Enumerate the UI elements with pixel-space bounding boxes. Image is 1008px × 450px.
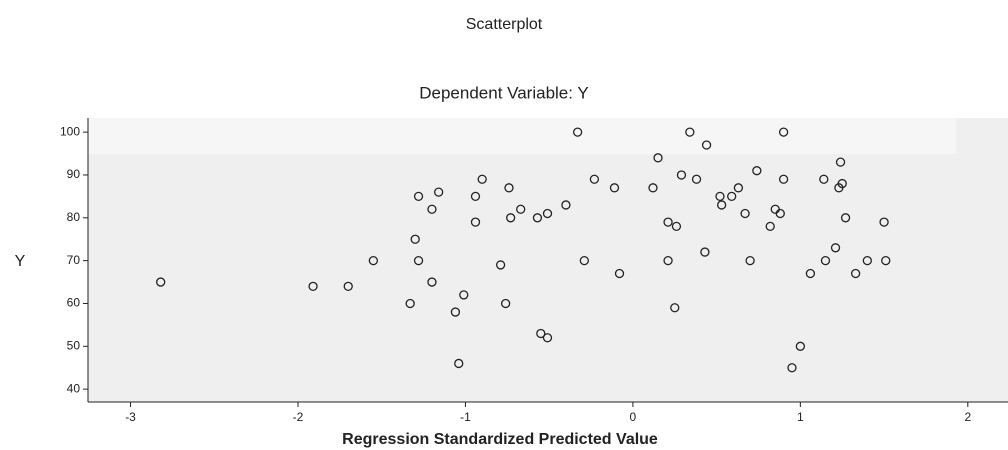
point [427,204,437,214]
point [676,170,687,180]
point [470,191,481,202]
point [156,277,166,287]
plot-area [88,118,1008,402]
point [727,191,737,202]
x-axis-label: Regression Standardized Predicted Value [342,431,658,448]
point [717,200,727,210]
point [879,217,889,227]
point [454,358,464,369]
point [653,153,663,163]
point [450,307,461,317]
point [477,174,487,184]
point [778,127,789,137]
point [609,183,620,193]
y-axis-label: Y [15,253,26,270]
point [663,255,673,266]
y-tick-label: 100 [60,124,80,138]
point [405,298,415,309]
point [701,140,712,150]
point [500,298,511,309]
point [775,208,785,219]
chart-title: Scatterplot [466,16,543,33]
point [819,174,829,184]
point [740,208,750,219]
point [671,221,682,232]
point [691,174,702,184]
point [561,200,571,210]
x-tick-label: 0 [630,410,637,424]
point [542,333,553,343]
y-tick-label: 70 [67,253,81,267]
point [542,208,553,219]
y-tick-label: 90 [67,167,81,181]
point [308,281,318,291]
point [715,191,725,202]
point [434,187,444,197]
point [648,183,658,193]
point [470,217,481,227]
point [504,183,514,193]
point [532,213,543,223]
x-tick-label: -1 [460,410,471,424]
x-tick-label: -2 [293,410,304,424]
point [506,213,516,223]
point [805,268,816,279]
point [862,255,872,266]
point [840,213,851,223]
point [835,157,846,167]
x-tick-label: -3 [125,410,136,424]
point [663,217,673,227]
point [536,328,546,339]
point [685,127,695,137]
point [614,268,625,279]
point [837,178,847,189]
point [572,127,583,137]
point [413,191,424,202]
point [830,243,841,253]
point [670,303,680,313]
y-tick-label: 60 [67,296,81,310]
point [765,221,775,232]
point [881,255,891,266]
point [410,234,420,244]
point [778,174,789,184]
point [745,255,755,266]
x-tick-label: 2 [964,410,971,424]
point [343,281,353,291]
y-tick-label: 40 [67,381,81,395]
point [795,341,806,351]
x-tick-label: 1 [797,410,804,424]
point [733,183,744,193]
point [850,268,861,279]
plot-band [88,118,956,154]
point [413,255,424,266]
point [820,255,831,266]
point [427,277,437,287]
y-tick-label: 80 [67,210,81,224]
point [579,255,589,266]
point [752,166,762,176]
point [459,290,469,300]
y-tick-label: 50 [67,338,81,352]
point [495,260,506,270]
point [589,174,600,184]
point [516,204,526,214]
point [700,247,710,257]
point [787,363,797,373]
point [368,255,378,266]
chart-subtitle: Dependent Variable: Y [419,83,589,102]
